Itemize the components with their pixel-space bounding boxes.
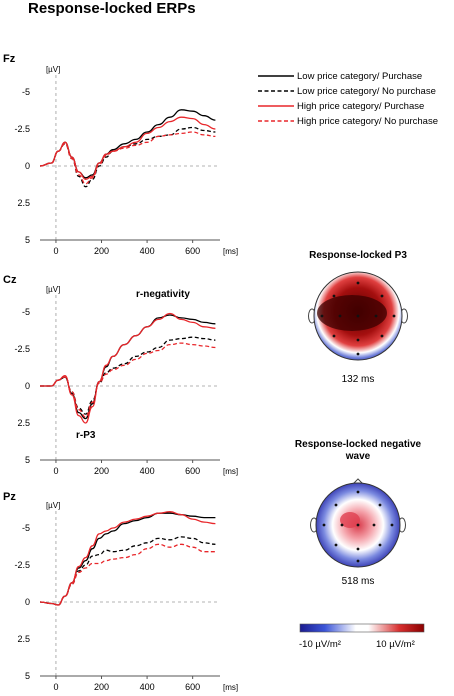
legend-label-high-no-purchase: High price category/ No purchase [297, 116, 438, 127]
figure-title: Response-locked ERPs [28, 0, 196, 17]
pz-y-unit: [µV] [46, 501, 60, 510]
r-p3-label: r-P3 [76, 430, 96, 441]
cz-y-unit: [µV] [46, 285, 60, 294]
pz-x-tick-label: 200 [94, 682, 109, 692]
fz-x-tick-label: 600 [185, 246, 200, 256]
pz-x-tick-label: 400 [140, 682, 155, 692]
topo-neg-time: 518 ms [342, 576, 375, 587]
cz-x-tick-label: 0 [53, 466, 58, 476]
cz-y-tick-label: 2.5 [17, 418, 30, 428]
pz-y-tick-label: 5 [25, 671, 30, 681]
topo-neg-title-line1: Response-locked negative [295, 439, 422, 450]
fz-y-tick-label: 2.5 [17, 198, 30, 208]
cz-x-tick-label: 200 [94, 466, 109, 476]
cz-x-unit: [ms] [223, 467, 238, 476]
cz-x-tick-label: 600 [185, 466, 200, 476]
pz-y-tick-label: -5 [22, 523, 30, 533]
topo-neg-core [340, 512, 360, 528]
fz-y-tick-label: 5 [25, 235, 30, 245]
legend: Low price category/ Purchase Low price c… [258, 71, 438, 127]
cz-y-tick-label: 0 [25, 381, 30, 391]
cz-y-tick-label: -2.5 [14, 344, 30, 354]
fz-y-tick-label: 0 [25, 161, 30, 171]
topo-p3-time: 132 ms [342, 374, 375, 385]
colorbar-min-label: -10 µV/m² [299, 639, 341, 650]
fz-x-unit: [ms] [223, 247, 238, 256]
pz-series-low-price-category-no-purchase [39, 536, 216, 606]
cz-panel: Cz [µV] -5 -2.5 0 2.5 5 0 200 400 600 [ms] [3, 274, 238, 476]
pz-series-high-price-category-purchase [39, 511, 216, 606]
pz-y-tick-label: -2.5 [14, 560, 30, 570]
pz-x-tick-label: 600 [185, 682, 200, 692]
cz-series-high-price-category-no-purchase [40, 342, 216, 418]
pz-x-tick-label: 0 [53, 682, 58, 692]
fz-x-tick-label: 0 [53, 246, 58, 256]
cz-y-tick-label: 5 [25, 455, 30, 465]
fz-y-tick-label: -5 [22, 87, 30, 97]
topo-p3-electrodes [320, 281, 396, 356]
pz-panel: Pz [µV] -5 -2.5 0 2.5 5 0 200 400 600 [ms] [3, 491, 238, 692]
topo-neg-electrodes [322, 490, 394, 563]
cz-electrode-label: Cz [3, 274, 17, 286]
colorbar-max-label: 10 µV/m² [376, 639, 415, 650]
cz-series-low-price-category-purchase [40, 314, 216, 420]
colorbar [299, 623, 425, 633]
topo-p3-core [317, 295, 387, 331]
pz-y-tick-label: 2.5 [17, 634, 30, 644]
legend-label-high-purchase: High price category/ Purchase [297, 101, 424, 112]
cz-y-tick-label: -5 [22, 307, 30, 317]
legend-label-low-no-purchase: Low price category/ No purchase [297, 86, 436, 97]
topomap-neg [310, 478, 406, 568]
cz-series-high-price-category-purchase [40, 312, 216, 424]
pz-y-tick-label: 0 [25, 597, 30, 607]
fz-x-tick-label: 400 [140, 246, 155, 256]
fz-series-high-price-category-no-purchase [39, 131, 216, 185]
cz-series-low-price-category-no-purchase [40, 336, 216, 415]
legend-label-low-purchase: Low price category/ Purchase [297, 71, 422, 82]
topomap-p3 [308, 271, 408, 361]
topo-p3-title: Response-locked P3 [309, 250, 407, 261]
pz-x-unit: [ms] [223, 683, 238, 692]
fz-x-tick-label: 200 [94, 246, 109, 256]
fz-panel: Fz [µV] -5 -2.5 0 2.5 5 0 200 400 600 [ms] [3, 53, 238, 256]
r-negativity-label: r-negativity [136, 289, 190, 300]
fz-series-low-price-category-no-purchase [39, 126, 216, 188]
fz-electrode-label: Fz [3, 53, 16, 65]
topo-neg-title-line2: wave [345, 451, 371, 462]
cz-x-tick-label: 400 [140, 466, 155, 476]
fz-y-tick-label: -2.5 [14, 124, 30, 134]
fz-y-unit: [µV] [46, 65, 60, 74]
pz-series-low-price-category-purchase [39, 512, 216, 606]
pz-electrode-label: Pz [3, 491, 16, 503]
pz-series-high-price-category-no-purchase [39, 543, 216, 606]
